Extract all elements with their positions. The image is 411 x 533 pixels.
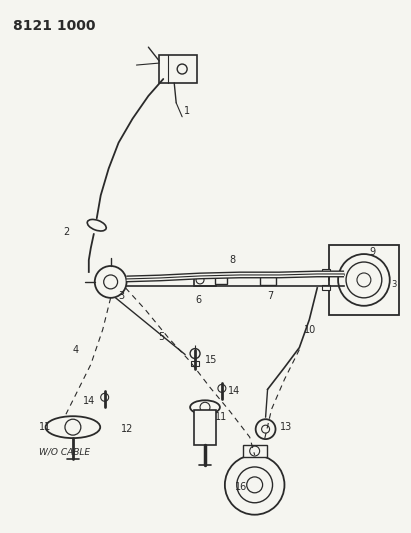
Bar [194,274,216,286]
Text: 3: 3 [392,280,397,289]
Text: 16: 16 [235,482,247,492]
Text: 1: 1 [184,106,190,116]
Text: 8121 1000: 8121 1000 [13,19,96,33]
Circle shape [256,419,275,439]
Bar [215,276,227,284]
Bar [329,245,399,315]
Circle shape [225,455,284,515]
Text: 15: 15 [205,354,217,365]
Text: 12: 12 [120,424,133,434]
Text: 10: 10 [304,325,316,335]
Bar [191,361,199,366]
Text: 4: 4 [73,344,79,354]
Text: 8: 8 [230,255,236,265]
Circle shape [357,273,371,287]
Circle shape [262,425,270,433]
Text: 3: 3 [119,291,125,301]
Circle shape [190,349,200,359]
Text: 5: 5 [158,332,164,342]
Bar [159,55,197,83]
Text: 14: 14 [83,397,95,406]
Circle shape [237,467,272,503]
Circle shape [200,402,210,412]
Bar [322,270,330,274]
Circle shape [101,393,109,401]
Text: W/O CABLE: W/O CABLE [39,448,90,457]
Text: 6: 6 [195,295,201,305]
Circle shape [95,266,127,298]
Text: 9: 9 [369,247,375,257]
Circle shape [218,384,226,392]
Circle shape [65,419,81,435]
Circle shape [346,262,382,298]
Text: 13: 13 [279,422,292,432]
Text: 2: 2 [63,227,69,237]
Bar [243,445,267,457]
Text: 7: 7 [268,291,274,301]
Text: 11: 11 [39,422,51,432]
Circle shape [338,254,390,306]
Circle shape [247,477,263,493]
Text: 14: 14 [228,386,240,397]
Text: 11: 11 [215,412,227,422]
Bar [322,285,330,290]
Bar [194,410,216,445]
Bar [260,275,275,285]
